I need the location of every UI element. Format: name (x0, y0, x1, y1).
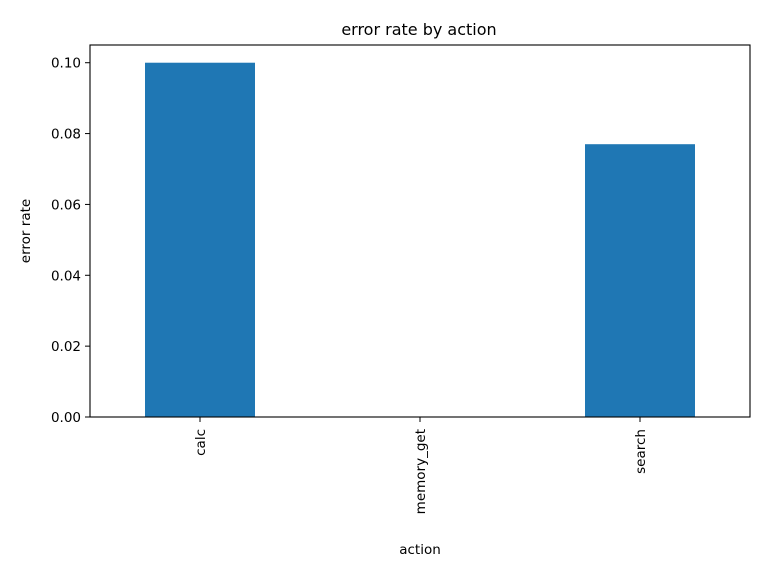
y-tick-label: 0.02 (51, 339, 81, 355)
bar-search (585, 144, 695, 417)
plot-frame (89, 44, 751, 418)
chart-title: error rate by action (341, 20, 496, 39)
y-tick-label: 0.06 (51, 197, 81, 213)
bars-group (145, 62, 695, 417)
x-axis-ticks: calc memory_get search (193, 417, 649, 514)
y-tick-label: 0.10 (51, 56, 81, 72)
y-tick-label: 0.04 (51, 268, 81, 284)
bar-calc (145, 62, 255, 417)
y-axis-ticks: 0.00 0.02 0.04 0.06 0.08 0.10 (51, 56, 90, 426)
x-axis-title: action (399, 542, 441, 558)
y-axis-title: error rate (18, 199, 34, 263)
y-tick-label: 0.00 (51, 410, 81, 426)
x-tick-label: memory_get (413, 429, 429, 514)
x-tick-label: search (633, 429, 649, 474)
x-tick-label: calc (193, 429, 209, 456)
y-tick-label: 0.08 (51, 127, 81, 143)
